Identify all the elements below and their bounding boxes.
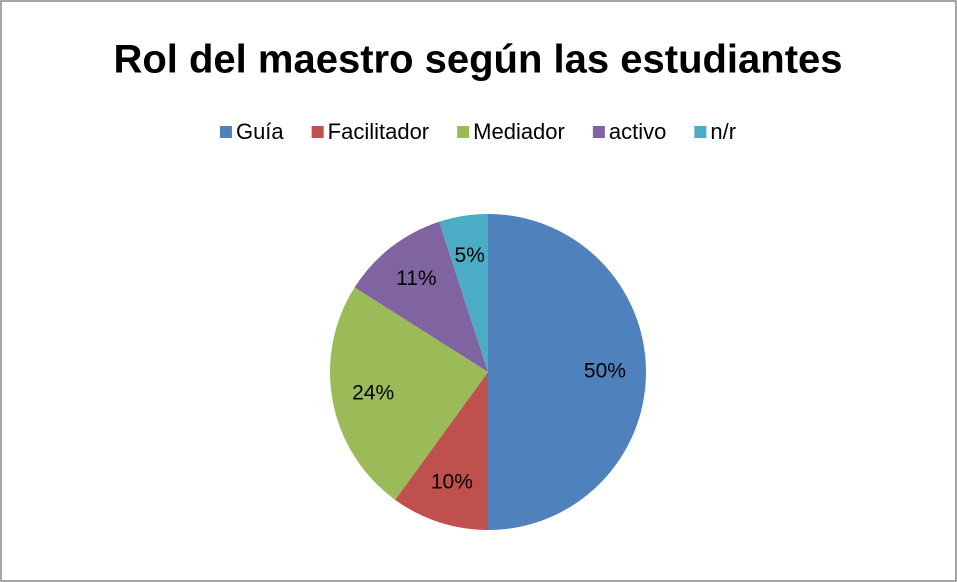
legend-label: Mediador xyxy=(473,119,565,144)
pie-slice xyxy=(488,214,646,530)
chart-title: Rol del maestro según las estudiantes xyxy=(113,38,842,82)
legend-swatch xyxy=(311,126,324,138)
pie-slice xyxy=(395,372,488,530)
data-label: 11% xyxy=(396,267,436,290)
legend-swatch xyxy=(457,126,470,138)
pie-slice xyxy=(439,214,488,372)
pie-slice xyxy=(330,287,488,500)
legend-swatch xyxy=(219,126,232,138)
legend-label: n/r xyxy=(710,119,736,144)
data-label: 10% xyxy=(431,471,473,494)
pie-slice xyxy=(354,221,488,372)
data-label: 5% xyxy=(455,244,485,267)
legend-label: Guía xyxy=(236,119,284,144)
legend-label: Facilitador xyxy=(328,119,429,144)
legend-swatch xyxy=(592,126,605,138)
data-label: 50% xyxy=(584,360,626,383)
legend-label: activo xyxy=(609,119,666,144)
legend-swatch xyxy=(694,126,707,138)
data-label: 24% xyxy=(352,381,394,404)
